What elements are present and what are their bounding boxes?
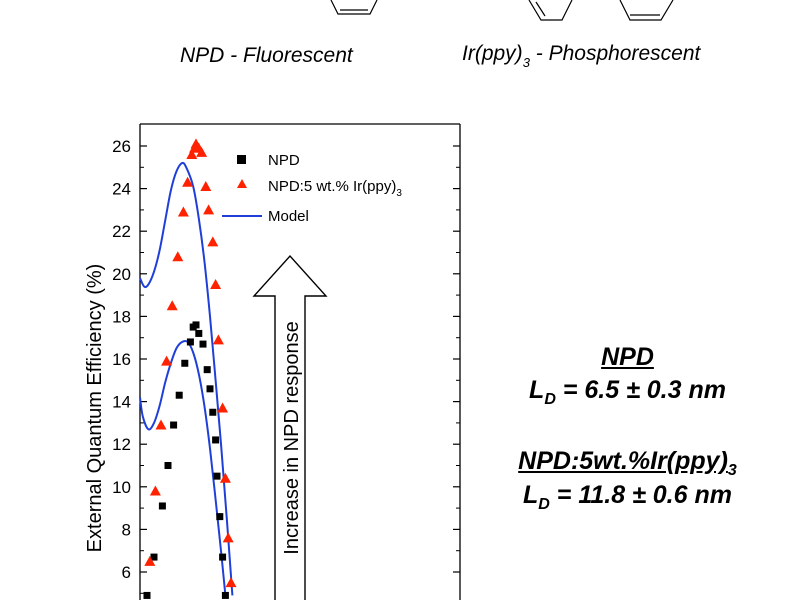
npd-molecule-fragment bbox=[330, 0, 378, 15]
legend-npd-label: NPD bbox=[268, 152, 300, 169]
y-tick-label: 18 bbox=[112, 307, 131, 326]
y-tick-label: 14 bbox=[112, 393, 131, 412]
npd-data-point bbox=[170, 421, 178, 429]
npd-data-point bbox=[206, 385, 214, 393]
doped-data-point bbox=[203, 204, 215, 215]
irppy-molecule-fragment bbox=[528, 0, 674, 21]
npd-data-point bbox=[203, 366, 211, 374]
legend: NPD NPD:5 wt.% Ir(ppy)3 Model bbox=[222, 152, 402, 225]
npd-series bbox=[143, 321, 229, 599]
model-curve-2 bbox=[139, 161, 234, 596]
npd-fluorescent-label: NPD - Fluorescent bbox=[180, 44, 354, 67]
doped-data-point bbox=[217, 402, 229, 413]
doped-data-point bbox=[166, 300, 178, 311]
doped-data-point bbox=[144, 555, 156, 566]
y-tick-label: 26 bbox=[112, 137, 131, 156]
doped-diffusion-length: LD = 11.8 ± 0.6 nm bbox=[523, 481, 732, 513]
npd-data-point bbox=[212, 436, 220, 444]
arrow-label: Increase in NPD response bbox=[281, 321, 303, 554]
npd-result-heading: NPD bbox=[601, 343, 654, 371]
y-tick-label: 22 bbox=[112, 222, 131, 241]
npd-data-point bbox=[213, 472, 221, 480]
npd-data-point bbox=[143, 591, 151, 599]
y-axis-label: External Quantum Efficiency (%) bbox=[84, 264, 106, 553]
legend-model-label: Model bbox=[268, 208, 309, 225]
doped-data-point bbox=[182, 176, 194, 187]
npd-data-point bbox=[150, 553, 158, 561]
doped-data-point bbox=[212, 334, 224, 345]
increase-arrow: Increase in NPD response bbox=[252, 254, 328, 600]
npd-diffusion-length: LD = 6.5 ± 0.3 nm bbox=[529, 376, 726, 408]
y-tick-label: 20 bbox=[112, 265, 131, 284]
doped-data-point bbox=[177, 206, 189, 217]
doped-data-point bbox=[196, 146, 208, 157]
npd-data-point bbox=[195, 329, 203, 337]
npd-data-point bbox=[192, 321, 200, 329]
npd-data-point bbox=[219, 553, 227, 561]
y-tick-label: 8 bbox=[122, 520, 131, 539]
npd-data-point bbox=[175, 391, 183, 399]
legend-doped-marker bbox=[237, 179, 247, 188]
y-tick-label: 24 bbox=[112, 180, 131, 199]
npd-data-point bbox=[158, 502, 166, 510]
y-tick-label: 12 bbox=[112, 435, 131, 454]
npd-data-point bbox=[221, 591, 229, 599]
doped-data-point bbox=[200, 180, 212, 191]
npd-data-point bbox=[181, 359, 189, 367]
y-ticks: 6 8 10 12 14 16 18 20 22 24 26 bbox=[112, 137, 460, 594]
model-curves bbox=[139, 161, 234, 596]
doped-data-point bbox=[172, 251, 184, 262]
npd-data-point bbox=[209, 408, 217, 416]
doped-data-point bbox=[219, 472, 231, 483]
doped-data-point bbox=[210, 278, 222, 289]
y-tick-label: 6 bbox=[122, 563, 131, 582]
y-tick-label: 16 bbox=[112, 350, 131, 369]
doped-data-point bbox=[161, 355, 173, 366]
npd-data-point bbox=[199, 340, 207, 348]
doped-data-point bbox=[149, 485, 161, 496]
doped-series bbox=[144, 138, 237, 588]
doped-data-point bbox=[186, 149, 198, 160]
doped-data-point bbox=[222, 532, 234, 543]
doped-result-heading: NPD:5wt.%Ir(ppy)3 bbox=[518, 447, 737, 479]
npd-data-point bbox=[186, 338, 194, 346]
doped-data-point bbox=[225, 577, 237, 588]
npd-data-point bbox=[164, 462, 172, 469]
y-tick-label: 10 bbox=[112, 478, 131, 497]
plot-area: 6 8 10 12 14 16 18 20 22 24 26 bbox=[112, 123, 461, 600]
model-curve-1 bbox=[139, 339, 227, 596]
doped-data-point bbox=[155, 419, 167, 430]
irppy-phosphorescent-label: Ir(ppy)3 - Phosphorescent bbox=[462, 42, 702, 70]
legend-npd-marker bbox=[237, 155, 246, 164]
doped-data-point bbox=[207, 236, 219, 247]
npd-data-point bbox=[216, 513, 224, 521]
arrow-outline bbox=[252, 254, 328, 600]
legend-doped-label: NPD:5 wt.% Ir(ppy)3 bbox=[268, 178, 402, 199]
